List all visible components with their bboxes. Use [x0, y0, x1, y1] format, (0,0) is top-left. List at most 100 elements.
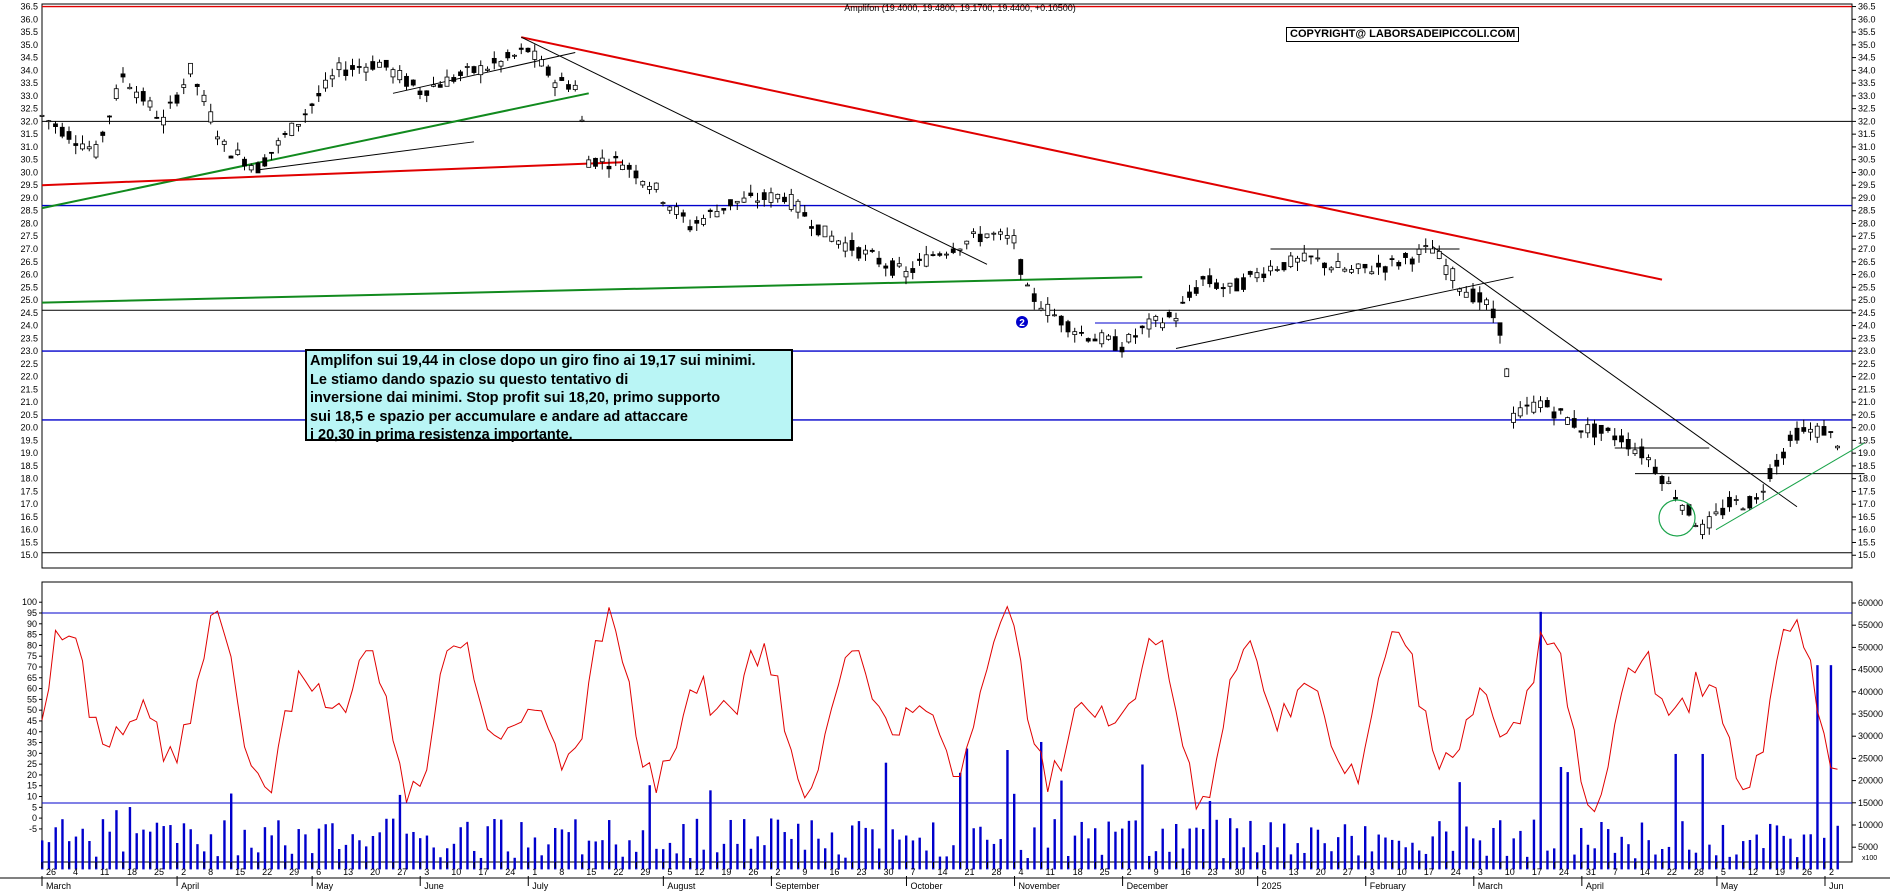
volume-bar	[1202, 829, 1205, 870]
volume-bar	[1661, 849, 1664, 870]
volume-bar	[128, 807, 132, 870]
candle-body	[1254, 272, 1260, 279]
candle-body	[593, 157, 598, 167]
volume-bar	[162, 826, 165, 870]
date-tick-label: 2	[1829, 867, 1834, 877]
candle-body	[410, 79, 416, 86]
note-line: i 20,30 in prima resistenza importante.	[310, 427, 573, 443]
volume-bar	[891, 829, 894, 870]
volume-bar	[1512, 838, 1515, 870]
volume-bar	[1323, 843, 1326, 870]
volume-bar	[1755, 834, 1758, 870]
candle-body	[431, 84, 436, 87]
volume-bar	[871, 829, 874, 870]
volume-bar	[513, 857, 516, 870]
candle-body	[1031, 293, 1037, 302]
volume-bar	[520, 822, 523, 870]
candle-body	[998, 231, 1003, 235]
volume-bar	[986, 839, 989, 870]
volume-bar	[1249, 820, 1252, 870]
volume-axis: 60000 55000 50000 45000 40000 35000 30000 25000…	[1852, 598, 1883, 862]
price-tick-label: 34.0	[20, 65, 38, 75]
candle-body	[1544, 400, 1550, 408]
price-panel-frame	[41, 3, 1853, 569]
candle-body	[1639, 446, 1645, 459]
price-tick-label: 20.5	[20, 410, 38, 420]
date-tick-label: 19	[721, 867, 731, 877]
volume-bar	[412, 831, 415, 870]
price-tick-label: 34.5	[1858, 53, 1876, 63]
candle-body	[944, 253, 949, 256]
candle-body	[1531, 401, 1537, 413]
volume-bar	[756, 836, 759, 870]
volume-bar	[473, 850, 476, 870]
volume-bar	[203, 851, 206, 870]
volume-tick-label: 40000	[1858, 687, 1883, 697]
date-tick-label: 2	[181, 867, 186, 877]
volume-bar	[365, 846, 368, 870]
volume-bar	[587, 840, 591, 870]
candle-body	[505, 52, 511, 59]
volume-bar	[1539, 611, 1542, 870]
volume-bar	[47, 842, 51, 870]
candle-body	[674, 206, 679, 215]
volume-bar	[554, 827, 557, 870]
candle-body	[1605, 427, 1611, 431]
price-tick-label: 27.0	[1858, 244, 1876, 254]
volume-bar	[41, 840, 44, 870]
volume-bar	[270, 835, 273, 870]
candle-body	[572, 84, 578, 91]
volume-bar	[1411, 842, 1414, 870]
volume-bar	[1141, 764, 1144, 870]
month-label: 2025	[1262, 881, 1282, 891]
volume-bar	[1593, 848, 1596, 870]
date-tick-label: 23	[1208, 867, 1218, 877]
candle-body	[1166, 311, 1172, 318]
volume-bar	[176, 843, 179, 870]
volume-bar	[1222, 858, 1225, 870]
price-tick-label: 35.0	[20, 40, 38, 50]
volume-tick-label: 35000	[1858, 709, 1883, 719]
price-tick-label: 35.5	[1858, 27, 1876, 37]
annotation-marker-label: 2	[1019, 318, 1025, 329]
price-tick-label: 28.5	[20, 206, 38, 216]
date-tick-label: 1	[532, 867, 537, 877]
candle-body	[235, 149, 241, 155]
volume-bar	[898, 839, 901, 870]
volume-bar	[1715, 855, 1718, 870]
candle-body	[647, 185, 652, 190]
reversal-circle	[1658, 499, 1696, 537]
price-tick-label: 25.0	[20, 295, 38, 305]
oscillator-tick-label: 10	[27, 792, 37, 802]
volume-bar	[972, 828, 975, 870]
candle-body	[1011, 235, 1017, 244]
price-tick-label: 36.5	[1858, 2, 1876, 12]
volume-bar	[405, 833, 408, 870]
candle-body	[444, 76, 450, 87]
date-tick-label: 26	[1802, 867, 1812, 877]
candle-body	[323, 79, 328, 89]
candle-body	[1700, 523, 1705, 535]
price-tick-label: 17.0	[1858, 499, 1876, 509]
volume-bar	[1161, 828, 1164, 870]
candle-body	[1477, 292, 1483, 303]
candle-body	[336, 62, 342, 71]
candle-body	[329, 75, 335, 80]
volume-bar	[1445, 831, 1448, 870]
price-tick-label: 33.0	[20, 91, 38, 101]
date-tick-label: 16	[1181, 867, 1191, 877]
candle-body	[1092, 338, 1098, 342]
price-tick-label: 22.0	[20, 372, 38, 382]
candle-body	[761, 192, 767, 200]
price-tick-label: 22.5	[20, 359, 38, 369]
candle-body	[1787, 434, 1793, 441]
candle-body	[1463, 291, 1469, 298]
volume-bar	[621, 856, 624, 870]
date-tick-label: 13	[1289, 867, 1299, 877]
oscillator-tick-label: 15	[27, 781, 37, 791]
candle-body	[1004, 235, 1010, 239]
candle-body	[579, 119, 585, 122]
month-label: May	[316, 881, 334, 891]
volume-bar	[1667, 846, 1671, 870]
candle-body	[255, 162, 261, 174]
